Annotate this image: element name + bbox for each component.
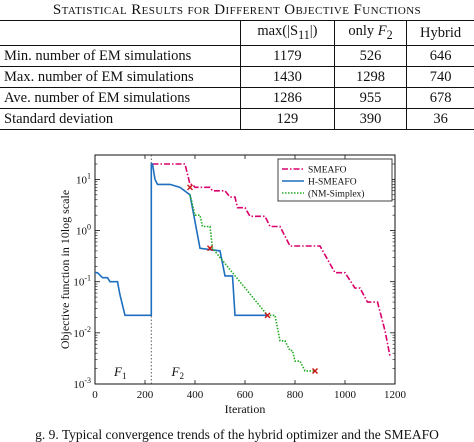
legend-label: H-SMEAFO bbox=[308, 178, 357, 188]
legend-box bbox=[277, 158, 393, 202]
cell-value: 646 bbox=[406, 45, 474, 67]
legend-label: (NM-Simplex) bbox=[308, 189, 364, 200]
y-tick-label: 10-3 bbox=[73, 376, 91, 391]
y-tick-label: 101 bbox=[76, 171, 91, 186]
switch-marker bbox=[312, 367, 318, 374]
switch-marker bbox=[207, 245, 213, 252]
series-line-h-smeafo bbox=[95, 163, 268, 317]
cell-value: 740 bbox=[406, 66, 474, 88]
phase-label: F2 bbox=[171, 364, 184, 381]
cell-value: 36 bbox=[406, 108, 474, 130]
row-label: Standard deviation bbox=[4, 110, 114, 127]
y-tick-label: 10-2 bbox=[73, 325, 91, 340]
cell-value: 129 bbox=[240, 108, 335, 130]
y-tick-label: 10-1 bbox=[73, 274, 91, 289]
table-header-row: max(|S11|) only F2 Hybrid bbox=[0, 20, 474, 46]
x-tick-label: 1000 bbox=[334, 389, 357, 401]
switch-marker bbox=[187, 184, 193, 191]
results-table: max(|S11|) only F2 Hybrid Min. number of… bbox=[0, 20, 474, 130]
x-tick-label: 400 bbox=[187, 389, 204, 401]
row-label: Max. number of EM simulations bbox=[4, 68, 194, 85]
x-tick-label: 200 bbox=[137, 389, 154, 401]
header-hybrid: Hybrid bbox=[406, 20, 474, 46]
header-empty bbox=[0, 21, 241, 46]
x-tick-label: 800 bbox=[287, 389, 304, 401]
table-title: Statistical Results for Different Object… bbox=[52, 2, 422, 18]
cell-value: 1286 bbox=[240, 87, 335, 109]
cell-value: 526 bbox=[333, 45, 407, 67]
table-row: Min. number of EM simulations 1179 526 6… bbox=[0, 45, 474, 67]
phase-label: F1 bbox=[113, 364, 126, 381]
x-tick-label: 0 bbox=[92, 389, 98, 401]
cell-value: 678 bbox=[406, 87, 474, 109]
row-label: Min. number of EM simulations bbox=[4, 47, 192, 64]
table-row: Max. number of EM simulations 1430 1298 … bbox=[0, 66, 474, 88]
legend-label: SMEAFO bbox=[308, 166, 347, 176]
y-axis-label: Objective function in 10log scale bbox=[58, 190, 72, 349]
x-tick-label: 600 bbox=[237, 389, 254, 401]
series-line-nm-simplex bbox=[189, 194, 315, 372]
figure-caption: g. 9. Typical convergence trends of the … bbox=[35, 427, 439, 442]
header-max-s11: max(|S11|) bbox=[240, 20, 335, 46]
cell-value: 1179 bbox=[240, 45, 335, 67]
x-axis-label: Iteration bbox=[225, 402, 266, 416]
header-only-f2: only F2 bbox=[333, 20, 407, 46]
y-tick-label: 100 bbox=[76, 223, 91, 238]
cell-value: 390 bbox=[333, 108, 407, 130]
cell-value: 1298 bbox=[333, 66, 407, 88]
table-row: Standard deviation 129 390 36 bbox=[0, 108, 474, 130]
cell-value: 1430 bbox=[240, 66, 335, 88]
convergence-chart: 0 200 400 600 800 1000 1200 10-3 10-2 10-1 100 101 I… bbox=[58, 154, 407, 416]
x-tick-label: 1200 bbox=[384, 389, 407, 401]
cell-value: 955 bbox=[333, 87, 407, 109]
row-label: Ave. number of EM simulations bbox=[4, 89, 191, 106]
switch-marker bbox=[264, 312, 271, 319]
series-line-smeafo bbox=[152, 163, 391, 357]
table-row: Ave. number of EM simulations 1286 955 6… bbox=[0, 87, 474, 109]
